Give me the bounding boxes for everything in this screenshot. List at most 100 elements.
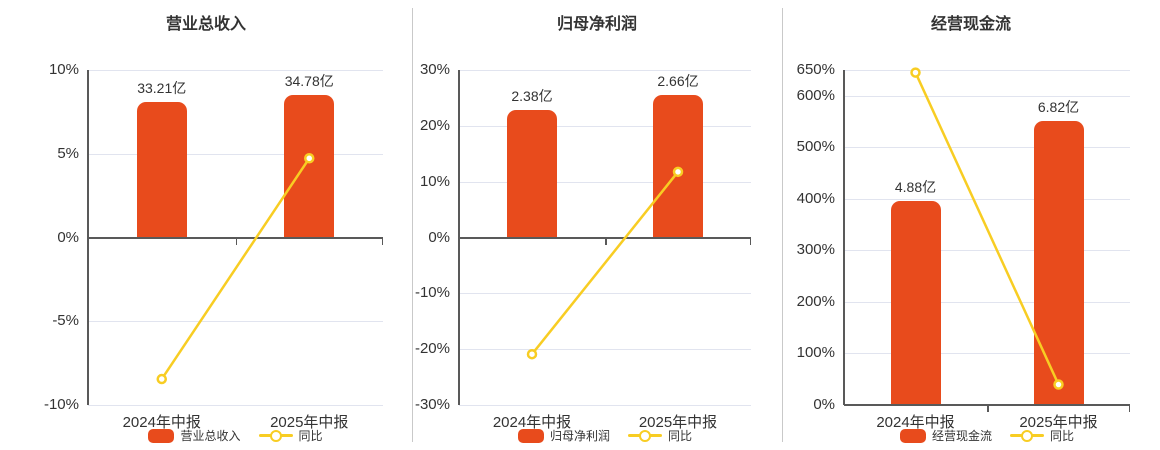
y-axis-line [843, 70, 845, 405]
bar-2024-interim[interactable] [890, 201, 941, 406]
legend-item-line-series[interactable]: 同比 [258, 427, 323, 444]
y-axis-tick-label: 10% [48, 61, 79, 78]
line-series-path [914, 72, 1060, 386]
line-series-marker-icon [628, 429, 662, 443]
x-axis-tick [749, 238, 751, 245]
y-axis-tick-label: -10% [414, 284, 450, 302]
y-axis-tick-label: 0% [428, 228, 450, 246]
gridline [844, 301, 1130, 303]
yoy-trend-line [156, 153, 315, 385]
legend-label: 同比 [668, 429, 693, 443]
bar-value-label: 4.88亿 [894, 179, 937, 196]
gridline [459, 181, 751, 183]
y-axis-tick-label: 200% [796, 292, 835, 310]
y-axis-tick-label: 10% [419, 172, 450, 190]
line-marker[interactable] [1053, 379, 1064, 390]
gridline [88, 153, 383, 155]
gridline [459, 405, 751, 406]
yoy-trend-line [526, 166, 684, 360]
x-axis-category-label: 2024年中报 [122, 414, 201, 431]
y-axis-tick-label: 300% [796, 241, 835, 259]
legend-label: 营业总收入 [180, 429, 241, 443]
legend-item-bar-series[interactable]: 经营现金流 [899, 427, 992, 444]
bar-2025-interim[interactable] [1033, 120, 1084, 406]
line-glyph-circle [1021, 429, 1033, 442]
x-axis-tick [235, 238, 237, 245]
bar-value-label: 2.38亿 [511, 88, 553, 105]
gridline [88, 70, 383, 71]
chart-plot: 650% 600% 500% 400% 300% 200% 100% 0% 4.88亿 2024年… [797, 61, 1130, 443]
bar-value-label: 2.66亿 [657, 73, 699, 90]
legend: 营业总收入 同比 [88, 427, 383, 444]
y-axis-tick-label: 650% [796, 61, 835, 78]
gridline [459, 70, 751, 71]
zero-axis-line [88, 236, 383, 239]
legend: 经营现金流 同比 [844, 427, 1130, 444]
panel-divider [412, 8, 413, 442]
panel-divider [782, 8, 783, 442]
y-axis-tick-label: 600% [796, 86, 835, 104]
bar-value-label: 33.21亿 [137, 79, 187, 96]
gridline [88, 405, 383, 406]
x-axis-tick [987, 406, 989, 412]
bar-value-label: 34.78亿 [284, 73, 334, 90]
line-marker[interactable] [672, 166, 684, 178]
y-axis-tick-label: 0% [813, 396, 835, 413]
line-marker[interactable] [910, 67, 921, 78]
y-axis-tick-label: 20% [419, 116, 450, 134]
chart-title: 营业总收入 [165, 16, 246, 33]
zero-axis-line [459, 236, 751, 239]
gridline [844, 353, 1130, 355]
bar-2024-interim[interactable] [507, 110, 557, 239]
x-axis-tick [381, 238, 383, 245]
legend-label: 同比 [298, 429, 323, 443]
bar-series-swatch-icon [148, 428, 175, 443]
bar-2024-interim[interactable] [136, 101, 187, 239]
y-axis-tick-label: 400% [796, 189, 835, 207]
y-axis-tick-label: 500% [796, 138, 835, 156]
gridline [844, 198, 1130, 200]
y-axis-tick-label: 100% [796, 344, 835, 362]
legend: 归母净利润 同比 [459, 427, 751, 444]
legend-label: 同比 [1050, 429, 1075, 443]
zero-axis-line [844, 404, 1130, 406]
line-series-path [160, 157, 311, 380]
legend-item-line-series[interactable]: 同比 [628, 427, 692, 444]
x-axis-category-label: 2025年中报 [270, 414, 349, 431]
gridline [844, 70, 1130, 71]
line-marker[interactable] [526, 348, 538, 360]
yoy-trend-line [910, 67, 1064, 390]
line-glyph-circle [269, 429, 282, 442]
y-axis-tick-label: -20% [414, 340, 450, 358]
line-series-marker-icon [258, 429, 293, 443]
x-axis-tick [1128, 406, 1130, 412]
y-axis-tick-label: -30% [414, 396, 450, 413]
gridline [459, 125, 751, 127]
legend-item-bar-series[interactable]: 营业总收入 [148, 427, 241, 444]
y-axis-tick-label: 30% [419, 61, 450, 78]
bar-series-swatch-icon [899, 428, 926, 443]
line-glyph-circle [639, 429, 651, 442]
chart-title: 经营现金流 [930, 16, 1011, 33]
x-axis-category-label: 2024年中报 [876, 414, 955, 431]
chart-plot: 10% 5% 0% -5% -10% 33.21亿 2024年中报 34.78亿 2025年中报… [44, 61, 383, 443]
y-axis-tick-label: -10% [43, 396, 79, 413]
x-axis-tick [605, 238, 607, 245]
line-series-marker-icon [1010, 429, 1044, 443]
chart-plot: 30% 20% 10% 0% -10% -20% -30% 2.38亿 2024年中报 2.66亿… [415, 61, 751, 443]
legend-item-bar-series[interactable]: 归母净利润 [517, 427, 610, 444]
x-axis-category-label: 2025年中报 [1019, 414, 1098, 431]
legend-label: 经营现金流 [931, 429, 992, 443]
x-axis-category-label: 2025年中报 [638, 414, 718, 431]
y-axis-tick-label: -5% [52, 312, 79, 330]
bar-2025-interim[interactable] [284, 95, 335, 239]
gridline [844, 147, 1130, 149]
legend-item-line-series[interactable]: 同比 [1010, 427, 1074, 444]
gridline [88, 321, 383, 323]
gridline [844, 95, 1130, 97]
bar-value-label: 6.82亿 [1037, 98, 1080, 115]
line-marker[interactable] [304, 153, 315, 164]
y-axis-tick-label: 5% [57, 144, 79, 162]
line-marker[interactable] [156, 373, 167, 385]
